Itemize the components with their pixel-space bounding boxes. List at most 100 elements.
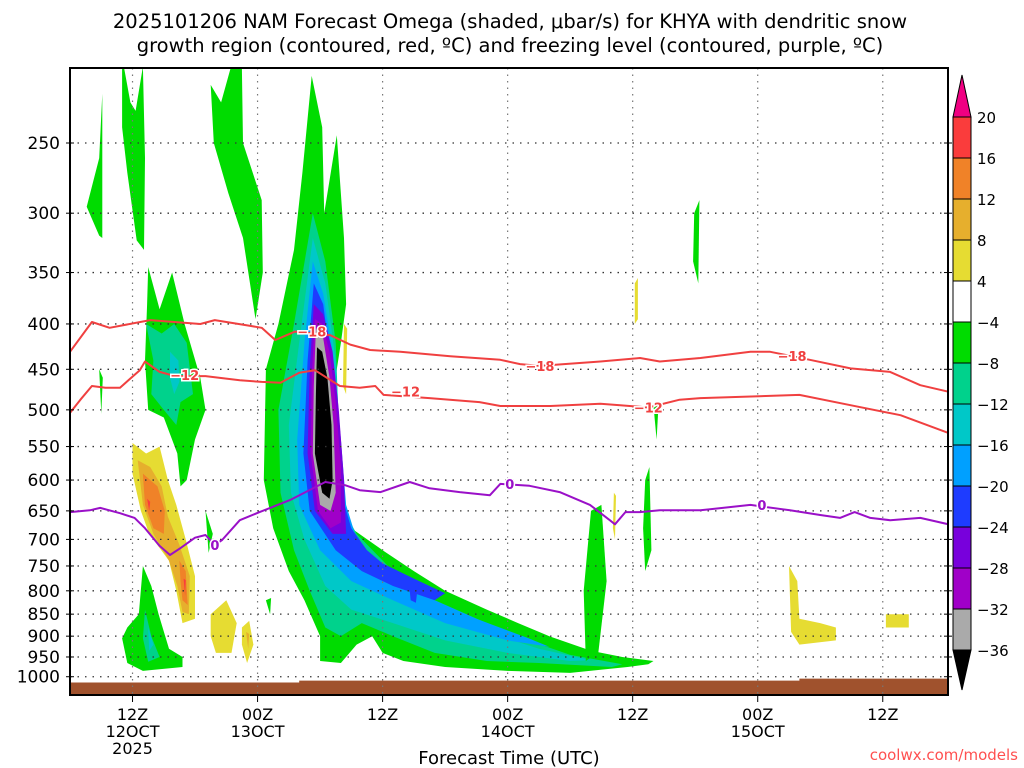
omega-region-g [653, 402, 659, 440]
omega-region-y [343, 324, 348, 395]
colorbar-label: −4 [977, 314, 999, 332]
colorbar-label: −16 [977, 437, 1009, 455]
omega-region-y [612, 492, 616, 540]
colorbar-bin [952, 239, 972, 282]
omega-region-k [314, 347, 333, 499]
colorbar-bin [952, 608, 972, 651]
colorbar-bin [952, 116, 972, 159]
y-tick-label: 500 [28, 401, 60, 421]
omega-region-y [210, 600, 237, 653]
x-tick-label: 00Z [492, 705, 523, 724]
omega-region-g [210, 68, 263, 320]
chart-title-line1: 2025101206 NAM Forecast Omega (shaded, μ… [113, 10, 907, 33]
colorbar-bin [952, 567, 972, 610]
colorbar-bottom-arrow [952, 649, 972, 691]
y-tick-label: 250 [28, 134, 60, 154]
contour-label-freezing-level-0: 0 [210, 539, 219, 554]
contour-dgz-minus18 [70, 319, 948, 393]
ground-layer [70, 678, 948, 695]
colorbar-label: 20 [977, 109, 996, 127]
colorbar-bin [952, 280, 972, 323]
omega-region-g [643, 467, 652, 572]
contour-dgz-minus12 [70, 360, 948, 434]
colorbar-bin [952, 321, 972, 364]
omega-region-y [885, 614, 909, 628]
omega-region-g [99, 369, 103, 414]
colorbar-label: 4 [977, 273, 987, 291]
chart-title-line2: growth region (contoured, red, ºC) and f… [137, 34, 884, 57]
y-tick-label: 850 [28, 605, 60, 625]
contour-label-dgz-minus18: −18 [525, 360, 554, 375]
y-tick-label: 450 [28, 360, 60, 380]
y-tick-label: 900 [28, 627, 60, 647]
y-tick-label: 400 [28, 315, 60, 335]
omega-region-g [693, 200, 700, 284]
y-tick-label: 650 [28, 502, 60, 522]
y-tick-label: 750 [28, 557, 60, 577]
y-tick-label: 1000 [17, 668, 60, 688]
omega-region-y [789, 566, 836, 645]
x-tick-label: 00Z [242, 705, 273, 724]
colorbar-bin [952, 403, 972, 446]
colorbar-bin [952, 198, 972, 241]
omega-region-g [265, 598, 272, 615]
colorbar-label: −32 [977, 601, 1009, 619]
omega-region-r [183, 578, 186, 596]
y-axis: 2503003504004505005506006507007508008509… [17, 134, 952, 688]
colorbar-label: −20 [977, 478, 1009, 496]
x-tick-label: 12Z [617, 705, 648, 724]
contour-label-freezing-level-0: 0 [505, 478, 514, 493]
colorbar-bin [952, 157, 972, 200]
x-tick-label: 12Z [117, 705, 148, 724]
omega-region-au [246, 631, 250, 649]
x-tick-label: 12Z [867, 705, 898, 724]
omega-region-y [634, 278, 638, 324]
y-tick-label: 950 [28, 648, 60, 668]
contour-label-freezing-level-0: 0 [757, 499, 766, 514]
x-tick-label: 2025 [112, 739, 153, 758]
colorbar-label: −28 [977, 560, 1009, 578]
contour-freezing-level-0 [70, 481, 948, 556]
y-tick-label: 350 [28, 264, 60, 284]
watermark[interactable]: coolwx.com/models [870, 746, 1018, 764]
colorbar-bin [952, 485, 972, 528]
colorbar: 20 16 12 8 4 −4 −8 −12 −16 −20 −24 −28 −32 −36 [952, 74, 1009, 691]
colorbar-label: 12 [977, 191, 996, 209]
omega-region-g [583, 504, 607, 661]
y-tick-label: 550 [28, 438, 60, 458]
omega-region-o [179, 560, 188, 605]
contour-lines: −18 −18 −18 −12 −12 −12 0 0 0 [70, 319, 948, 556]
colorbar-bin [952, 362, 972, 405]
x-axis-label: Forecast Time (UTC) [418, 748, 599, 768]
omega-region-g [86, 93, 103, 238]
omega-region-c [148, 627, 154, 651]
contour-label-dgz-minus12: −12 [170, 369, 199, 384]
y-tick-label: 700 [28, 530, 60, 550]
colorbar-label: −36 [977, 642, 1009, 660]
colorbar-label: −12 [977, 396, 1009, 414]
colorbar-bin [952, 444, 972, 487]
colorbar-bin [952, 526, 972, 569]
x-tick-label: 12OCT [106, 722, 160, 741]
omega-region-m [142, 609, 160, 662]
y-tick-label: 600 [28, 471, 60, 491]
colorbar-label: 16 [977, 150, 996, 168]
colorbar-label: −24 [977, 519, 1009, 537]
omega-region-c [170, 351, 180, 395]
ground-surface [70, 678, 948, 695]
omega-region-o [142, 473, 165, 534]
contour-label-dgz-minus12: −12 [391, 386, 420, 401]
grid-lines [70, 68, 948, 695]
x-tick-label: 14OCT [481, 722, 535, 741]
omega-region-r [147, 498, 151, 511]
contour-label-dgz-minus12: −12 [634, 402, 663, 417]
x-tick-label: 12Z [367, 705, 398, 724]
y-tick-label: 800 [28, 582, 60, 602]
contour-label-dgz-minus18: −18 [778, 350, 807, 365]
colorbar-label: 8 [977, 232, 987, 250]
plot-frame [69, 67, 949, 696]
x-tick-label: 13OCT [231, 722, 285, 741]
y-tick-label: 300 [28, 204, 60, 224]
